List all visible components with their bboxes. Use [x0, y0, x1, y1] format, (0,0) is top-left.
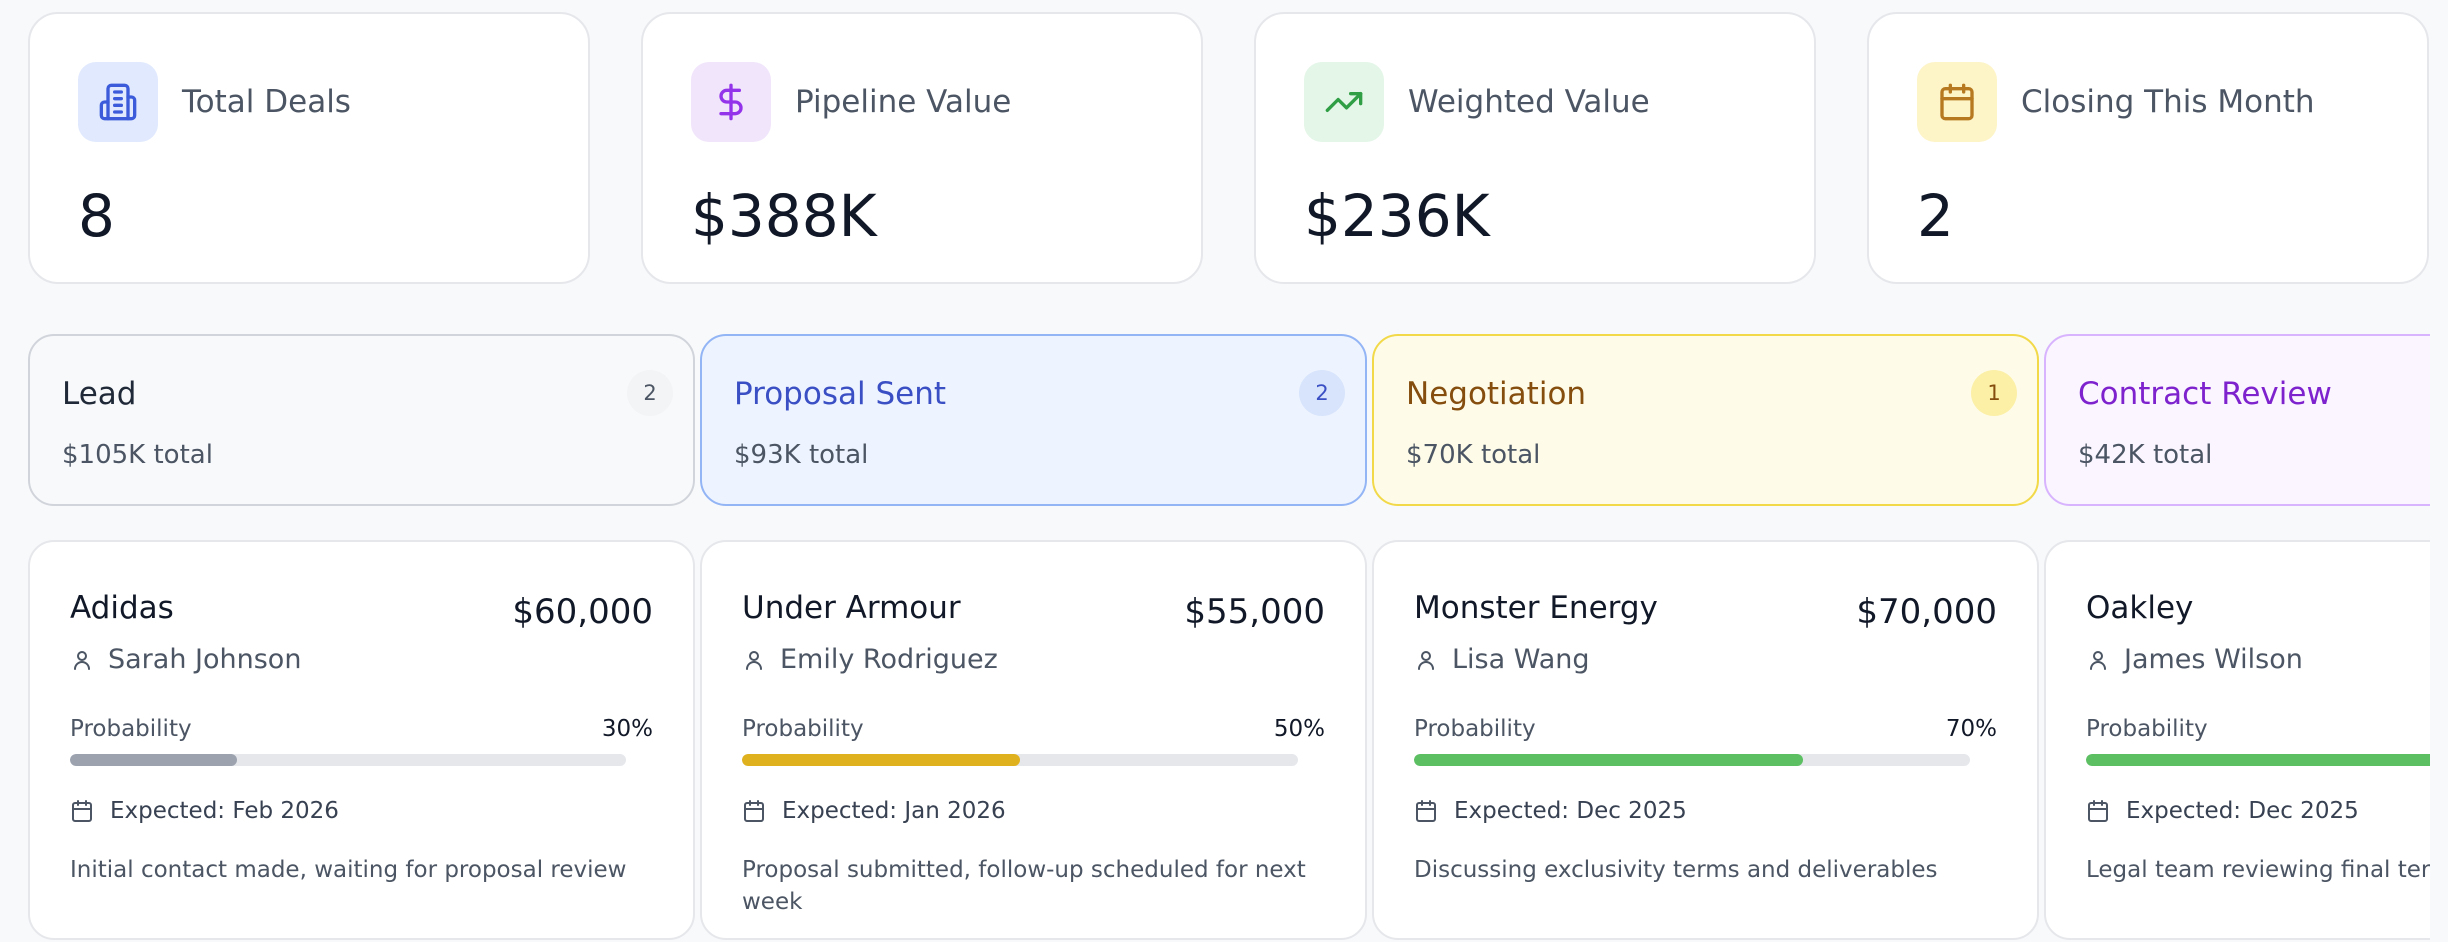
- expected-close-text: Expected: Feb 2026: [110, 798, 339, 824]
- stat-label: Pipeline Value: [795, 84, 1012, 120]
- trending-up-icon: [1325, 92, 1363, 113]
- deal-amount: $70,000: [1856, 592, 1997, 632]
- user-icon: [74, 650, 90, 670]
- stage-header[interactable]: Proposal Sent 2 $93K total: [700, 334, 1367, 506]
- stats-row: Total Deals 8 Pipeline Value $388K Weigh…: [28, 12, 2448, 286]
- stage-header[interactable]: Contract Review $42K total: [2044, 334, 2430, 506]
- deal-amount: $55,000: [1184, 592, 1325, 632]
- stage-count-badge: 2: [1299, 370, 1345, 416]
- dollar-icon: [719, 83, 743, 121]
- stat-label: Closing This Month: [2021, 84, 2315, 120]
- deal-owner: Emily Rodriguez: [742, 644, 998, 675]
- expected-close-text: Expected: Dec 2025: [2126, 798, 2359, 824]
- deal-card[interactable]: Adidas $60,000 Sarah Johnson Probability…: [28, 540, 695, 940]
- probability-bar: [1414, 754, 1970, 766]
- user-icon: [1418, 650, 1434, 670]
- stage-count-badge: 1: [1971, 370, 2017, 416]
- probability-label: Probability: [742, 716, 864, 742]
- stat-card-pipeline-value: Pipeline Value $388K: [641, 12, 1203, 284]
- building-icon: [99, 83, 137, 121]
- deal-company: Oakley: [2086, 590, 2194, 626]
- deal-owner-name: Sarah Johnson: [108, 644, 302, 675]
- probability-bar-fill: [742, 754, 1020, 766]
- stage-header[interactable]: Lead 2 $105K total: [28, 334, 695, 506]
- stage-total: $93K total: [734, 440, 869, 470]
- expected-close: Expected: Feb 2026: [70, 798, 339, 824]
- stat-icon-wrap: [691, 62, 771, 142]
- stage-total: $105K total: [62, 440, 213, 470]
- stat-card-closing-this-month: Closing This Month 2: [1867, 12, 2429, 284]
- deal-company: Adidas: [70, 590, 174, 626]
- stage-title: Contract Review: [2078, 376, 2332, 412]
- stage-column-contract-review: Contract Review $42K total Oakley James …: [2044, 334, 2430, 942]
- stat-card-total-deals: Total Deals 8: [28, 12, 590, 284]
- expected-close: Expected: Jan 2026: [742, 798, 1006, 824]
- deal-owner: Lisa Wang: [1414, 644, 1590, 675]
- calendar-icon: [1940, 83, 1974, 121]
- probability-bar: [70, 754, 626, 766]
- stage-title: Negotiation: [1406, 376, 1587, 412]
- deal-owner: Sarah Johnson: [70, 644, 301, 675]
- stage-column-lead: Lead 2 $105K total Adidas $60,000 Sarah …: [28, 334, 695, 942]
- probability-bar-fill: [2086, 754, 2430, 766]
- probability-value: 30%: [601, 716, 653, 742]
- stat-value: $236K: [1304, 182, 1490, 250]
- stat-value: 2: [1917, 182, 1954, 250]
- expected-close-text: Expected: Jan 2026: [782, 798, 1006, 824]
- deal-note: Discussing exclusivity terms and deliver…: [1414, 857, 1938, 883]
- probability-bar-fill: [70, 754, 237, 766]
- stat-icon-wrap: [78, 62, 158, 142]
- deal-amount: $60,000: [512, 592, 653, 632]
- calendar-icon: [744, 800, 764, 822]
- deal-card[interactable]: Oakley James Wilson Probability Expected…: [2044, 540, 2430, 940]
- calendar-icon: [72, 800, 92, 822]
- expected-close: Expected: Dec 2025: [2086, 798, 2359, 824]
- probability-bar: [742, 754, 1298, 766]
- probability-value: 50%: [1273, 716, 1325, 742]
- deal-note: Proposal submitted, follow-up scheduled …: [742, 857, 1306, 915]
- deal-card[interactable]: Under Armour $55,000 Emily Rodriguez Pro…: [700, 540, 1367, 940]
- probability-label: Probability: [70, 716, 192, 742]
- stat-card-weighted-value: Weighted Value $236K: [1254, 12, 1816, 284]
- deal-note: Legal team reviewing final terms: [2086, 857, 2430, 883]
- deal-owner: James Wilson: [2086, 644, 2303, 675]
- expected-close: Expected: Dec 2025: [1414, 798, 1687, 824]
- stage-column-proposal-sent: Proposal Sent 2 $93K total Under Armour …: [700, 334, 1367, 942]
- stat-icon-wrap: [1917, 62, 1997, 142]
- stage-title: Lead: [62, 376, 137, 412]
- deal-note: Initial contact made, waiting for propos…: [70, 857, 627, 883]
- probability-label: Probability: [2086, 716, 2208, 742]
- deal-company: Monster Energy: [1414, 590, 1658, 626]
- deal-company: Under Armour: [742, 590, 961, 626]
- stat-label: Total Deals: [182, 84, 351, 120]
- stage-title: Proposal Sent: [734, 376, 946, 412]
- stat-label: Weighted Value: [1408, 84, 1650, 120]
- calendar-icon: [2088, 800, 2108, 822]
- probability-value: 70%: [1945, 716, 1997, 742]
- expected-close-text: Expected: Dec 2025: [1454, 798, 1687, 824]
- stat-value: 8: [78, 182, 115, 250]
- user-icon: [746, 650, 762, 670]
- stat-icon-wrap: [1304, 62, 1384, 142]
- deal-owner-name: Lisa Wang: [1452, 644, 1590, 675]
- stat-value: $388K: [691, 182, 877, 250]
- stage-total: $42K total: [2078, 440, 2213, 470]
- pipeline-board: Lead 2 $105K total Adidas $60,000 Sarah …: [28, 334, 2430, 942]
- probability-bar-fill: [1414, 754, 1804, 766]
- stage-column-negotiation: Negotiation 1 $70K total Monster Energy …: [1372, 334, 2039, 942]
- probability-label: Probability: [1414, 716, 1536, 742]
- deal-owner-name: Emily Rodriguez: [780, 644, 998, 675]
- probability-bar: [2086, 754, 2430, 766]
- stage-count-badge: 2: [627, 370, 673, 416]
- user-icon: [2090, 650, 2106, 670]
- calendar-icon: [1416, 800, 1436, 822]
- deal-card[interactable]: Monster Energy $70,000 Lisa Wang Probabi…: [1372, 540, 2039, 940]
- stage-total: $70K total: [1406, 440, 1541, 470]
- stage-header[interactable]: Negotiation 1 $70K total: [1372, 334, 2039, 506]
- deal-owner-name: James Wilson: [2124, 644, 2303, 675]
